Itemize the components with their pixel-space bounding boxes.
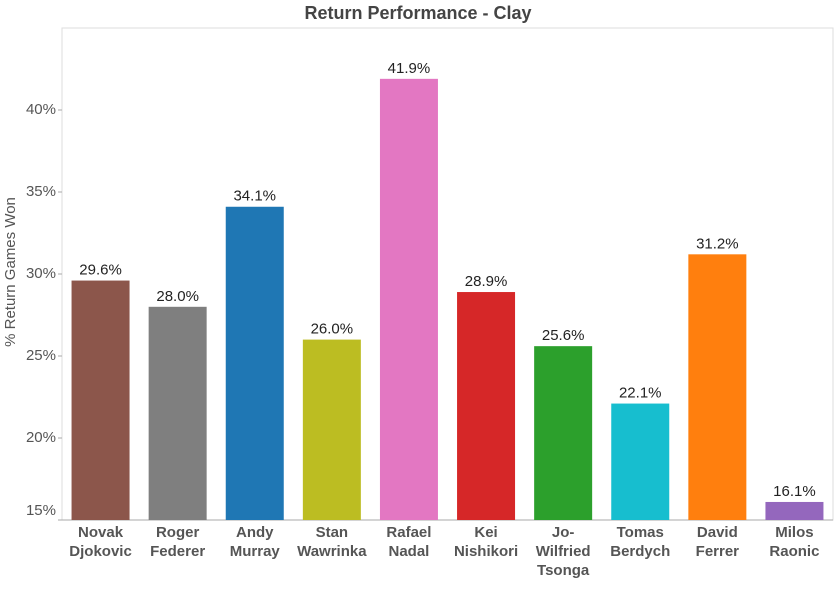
bar	[457, 292, 516, 520]
value-label: 16.1%	[773, 483, 816, 500]
bar	[71, 280, 130, 520]
value-label: 22.1%	[619, 385, 662, 402]
bar	[765, 501, 824, 520]
x-tick-label: David Ferrer	[695, 524, 740, 560]
y-axis-title: % Return Games Won	[2, 197, 19, 347]
value-label: 28.9%	[465, 273, 508, 290]
x-tick-label: Jo-Wilfried Tsonga	[535, 524, 591, 579]
x-tick-label: Novak Djokovic	[69, 524, 132, 560]
bar	[534, 346, 593, 520]
chart-title: Return Performance - Clay	[304, 3, 531, 23]
bar	[225, 206, 284, 520]
y-tick-label: 30%	[26, 265, 56, 282]
value-label: 34.1%	[233, 188, 276, 205]
bar	[688, 254, 747, 520]
value-label: 41.9%	[388, 60, 431, 77]
y-tick-label: 25%	[26, 347, 56, 364]
bar	[611, 403, 670, 520]
y-tick-label: 15%	[26, 502, 56, 519]
bar	[302, 339, 361, 520]
x-tick-label: Roger Federer	[150, 524, 206, 560]
value-label: 29.6%	[79, 262, 122, 279]
bar	[148, 306, 207, 520]
value-label: 31.2%	[696, 235, 739, 252]
x-tick-label: Tomas Berdych	[610, 524, 671, 560]
y-tick-label: 35%	[26, 183, 56, 200]
bar	[379, 78, 438, 520]
y-tick-label: 20%	[26, 429, 56, 446]
x-tick-label: Kei Nishikori	[453, 524, 519, 560]
x-tick-label: Stan Wawrinka	[297, 524, 367, 560]
x-tick-label: Andy Murray	[229, 524, 280, 560]
value-label: 25.6%	[542, 327, 585, 344]
x-tick-label: Milos Raonic	[769, 524, 820, 560]
value-label: 26.0%	[311, 321, 354, 338]
value-label: 28.0%	[156, 288, 199, 305]
x-tick-label: Rafael Nadal	[386, 524, 432, 560]
y-tick-label: 40%	[26, 101, 56, 118]
